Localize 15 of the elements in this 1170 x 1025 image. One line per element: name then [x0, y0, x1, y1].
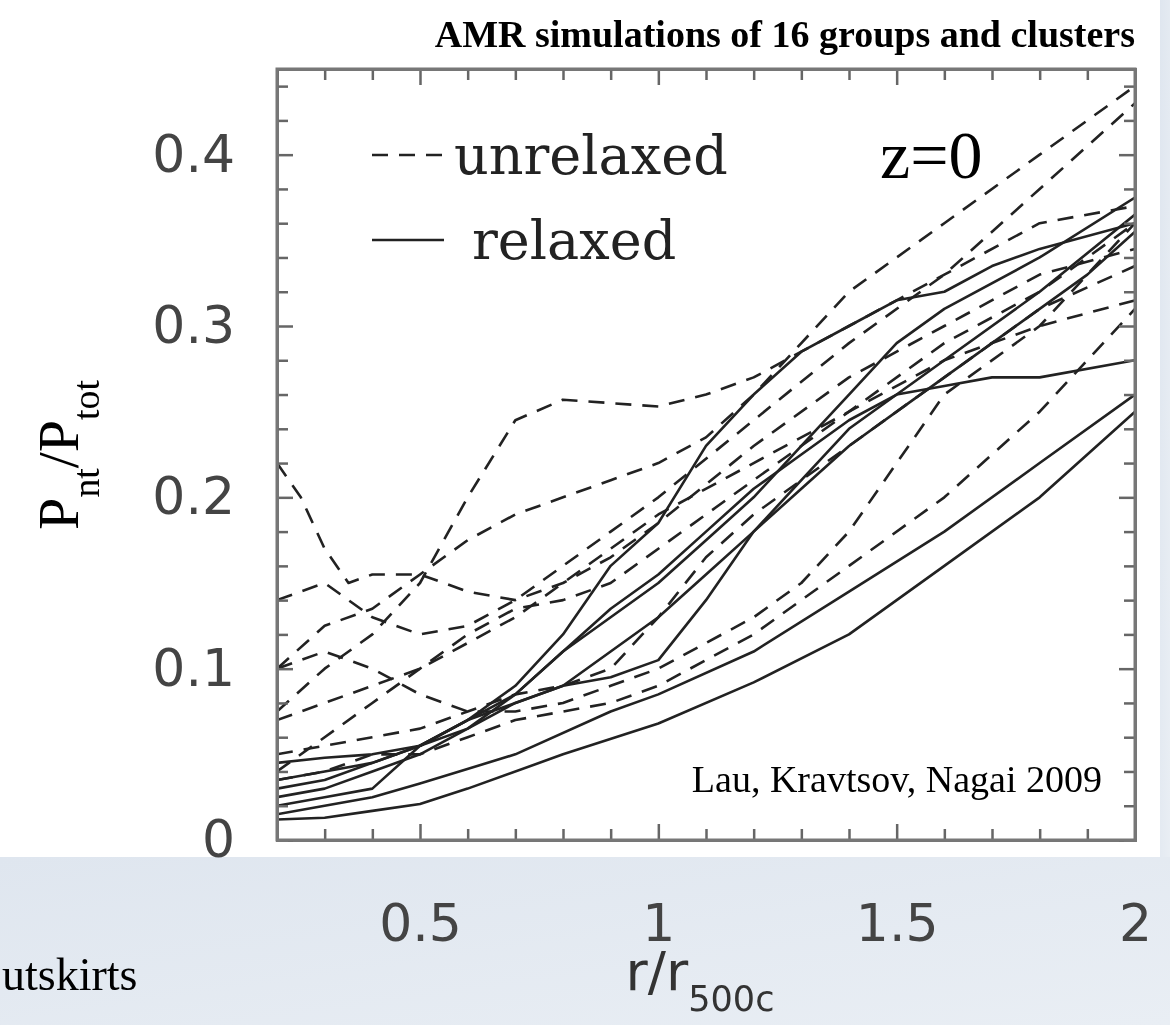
- annotation: Lau, Kravtsov, Nagai 2009: [691, 758, 1102, 800]
- legend-label: relaxed: [472, 208, 677, 272]
- y-tick-label: 0.4: [152, 123, 235, 184]
- x-tick-label: 2: [1118, 892, 1153, 953]
- x-axis-title: r/r$_{500c}$: [625, 940, 775, 1019]
- text: utskirts: [2, 949, 138, 1000]
- annotation: z=0: [880, 117, 983, 193]
- legend-label: unrelaxed: [454, 123, 728, 187]
- x-tick-label: 0.5: [379, 892, 462, 953]
- y-tick-label: 0.1: [152, 637, 235, 698]
- chart-title: AMR simulations of 16 groups and clusters: [434, 13, 1135, 55]
- x-tick-label: 1.5: [855, 892, 939, 953]
- y-tick-label: 0.3: [152, 295, 235, 356]
- y-tick-label: 0.2: [152, 466, 235, 527]
- y-tick-label: 0: [201, 809, 235, 870]
